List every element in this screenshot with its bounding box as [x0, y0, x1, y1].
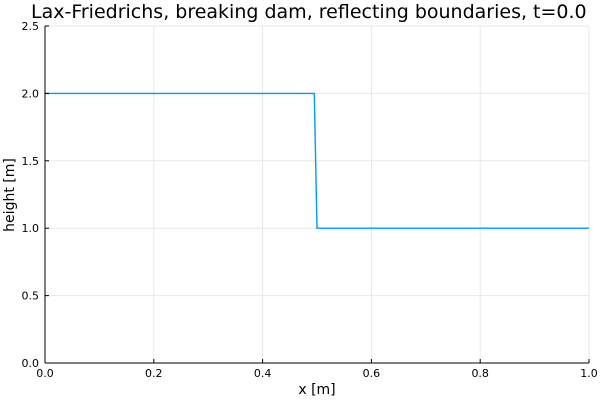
y-tick-labels: 0.0 0.5 1.0 1.5 2.0 2.5	[22, 20, 40, 370]
y-tick-label: 0.0	[22, 357, 40, 370]
y-tick-label: 0.5	[22, 290, 40, 303]
y-tick-label: 2.0	[22, 87, 40, 100]
x-tick-label: 0.6	[363, 367, 381, 380]
x-tick-label: 0.0	[36, 367, 54, 380]
chart-title: Lax-Friedrichs, breaking dam, reflecting…	[31, 1, 587, 23]
x-tick-label: 0.4	[254, 367, 272, 380]
x-tick-labels: 0.0 0.2 0.4 0.6 0.8 1.0	[36, 367, 598, 380]
y-axis-title: height [m]	[2, 158, 18, 232]
x-axis-title: x [m]	[298, 382, 335, 398]
axes	[44, 25, 590, 364]
x-tick-label: 0.8	[471, 367, 489, 380]
series-layer	[45, 92, 589, 229]
y-tick-label: 1.5	[22, 155, 40, 168]
x-tick-label: 0.2	[145, 367, 163, 380]
y-tick-label: 1.0	[22, 222, 40, 235]
series-line-height	[45, 92, 589, 229]
y-tick-label: 2.5	[22, 20, 40, 33]
x-tick-label: 1.0	[580, 367, 598, 380]
